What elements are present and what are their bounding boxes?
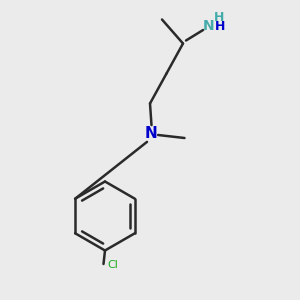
Text: N: N: [145, 126, 158, 141]
Text: N: N: [203, 19, 214, 32]
Text: H: H: [215, 20, 225, 34]
Text: Cl: Cl: [107, 260, 118, 271]
Text: H: H: [214, 11, 224, 24]
